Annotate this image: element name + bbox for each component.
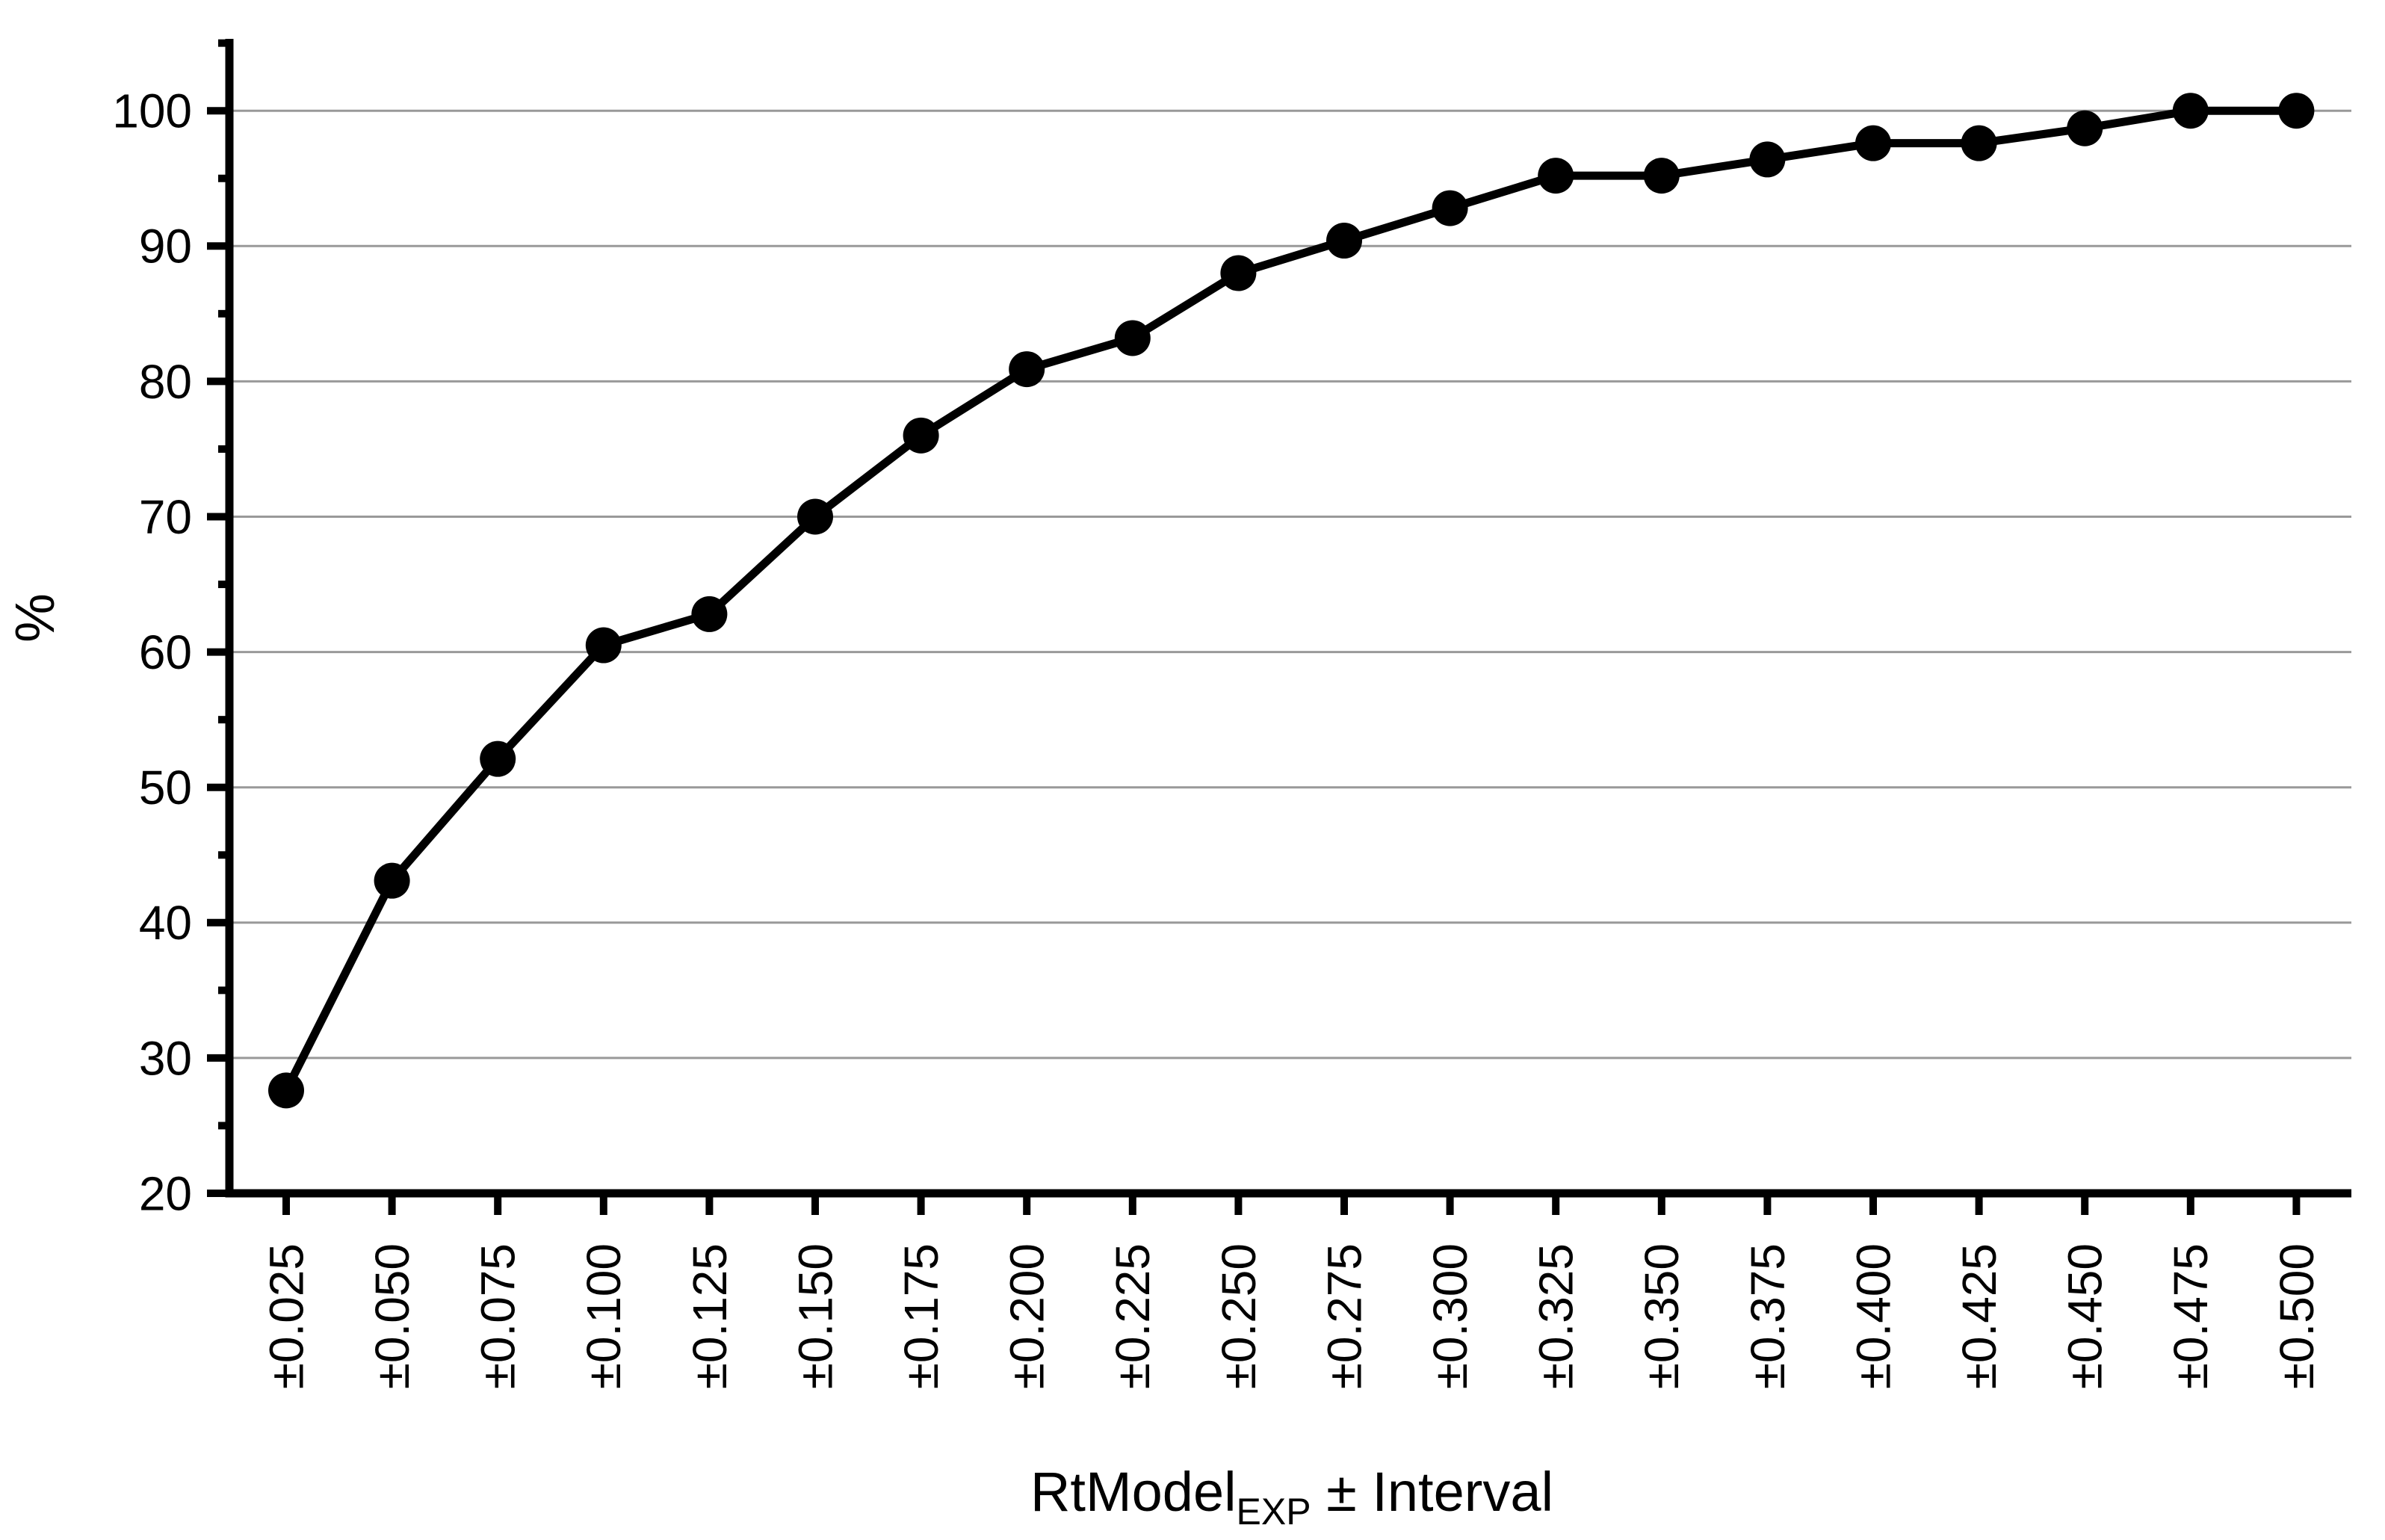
x-tick-label-20: ±0.500 [2270, 1243, 2324, 1389]
gridline-layer [233, 109, 2351, 1060]
data-point-±0.425 [1961, 125, 1997, 161]
data-point-±0.400 [1855, 125, 1891, 161]
tick-labels-layer: 20 30 40 50 60 70 80 90 100 ±0.025 ±0.050 ±0.075 ±0.… [112, 84, 2324, 1390]
x-axis-title-subscript: EXP [1237, 1491, 1311, 1533]
data-point-±0.275 [1326, 223, 1362, 259]
x-tick-label-6: ±0.150 [788, 1243, 842, 1389]
data-point-±0.050 [374, 862, 410, 899]
y-tick-label-50: 50 [139, 761, 192, 814]
x-tick-label-19: ±0.475 [2164, 1243, 2218, 1389]
ticks-layer [207, 39, 2301, 1215]
y-tick-label-60: 60 [139, 625, 192, 679]
y-tick-label-30: 30 [139, 1031, 192, 1085]
data-point-±0.350 [1643, 158, 1680, 194]
x-tick-label-3: ±0.075 [471, 1243, 525, 1389]
data-point-±0.225 [1114, 320, 1151, 356]
data-point-±0.075 [480, 740, 516, 777]
x-tick-label-7: ±0.175 [894, 1243, 948, 1389]
x-tick-label-8: ±0.200 [1000, 1243, 1054, 1389]
data-point-±0.500 [2278, 93, 2315, 129]
x-tick-label-10: ±0.250 [1212, 1243, 1266, 1389]
x-axis-title-main: RtModel [1030, 1461, 1237, 1523]
data-point-±0.125 [691, 596, 728, 632]
y-tick-label-20: 20 [139, 1166, 192, 1220]
data-point-±0.250 [1220, 255, 1257, 291]
x-tick-label-18: ±0.450 [2058, 1243, 2112, 1389]
axes-layer [225, 39, 2351, 1198]
x-tick-label-9: ±0.225 [1106, 1243, 1160, 1389]
x-tick-label-1: ±0.025 [259, 1243, 313, 1389]
x-tick-label-16: ±0.400 [1846, 1243, 1900, 1389]
data-point-±0.100 [585, 627, 622, 664]
data-point-±0.025 [268, 1072, 304, 1109]
data-point-±0.325 [1538, 158, 1574, 194]
y-tick-label-40: 40 [139, 896, 192, 950]
x-tick-label-11: ±0.275 [1317, 1243, 1371, 1389]
x-tick-label-15: ±0.375 [1741, 1243, 1795, 1389]
x-axis-title-rest: ± Interval [1311, 1461, 1553, 1523]
data-point-±0.150 [797, 498, 833, 535]
data-point-±0.475 [2172, 93, 2209, 129]
data-point-±0.300 [1432, 190, 1468, 226]
x-tick-label-4: ±0.100 [577, 1243, 631, 1389]
data-point-±0.175 [903, 417, 939, 454]
data-point-±0.375 [1749, 141, 1786, 178]
y-axis-title: % [4, 593, 66, 643]
data-point-±0.450 [2067, 110, 2103, 146]
x-tick-label-14: ±0.350 [1635, 1243, 1689, 1389]
x-tick-label-5: ±0.125 [683, 1243, 737, 1389]
x-axis-title: RtModelEXP ± Interval [1030, 1461, 1553, 1533]
y-tick-label-70: 70 [139, 490, 192, 544]
y-tick-label-80: 80 [139, 355, 192, 409]
x-tick-label-17: ±0.425 [1952, 1243, 2006, 1389]
y-tick-label-90: 90 [139, 220, 192, 273]
x-tick-label-13: ±0.325 [1529, 1243, 1583, 1389]
y-tick-label-100: 100 [112, 84, 192, 138]
x-tick-label-2: ±0.050 [365, 1243, 419, 1389]
x-tick-label-12: ±0.300 [1423, 1243, 1477, 1389]
data-point-±0.200 [1009, 351, 1045, 388]
data-series-layer [268, 93, 2315, 1109]
